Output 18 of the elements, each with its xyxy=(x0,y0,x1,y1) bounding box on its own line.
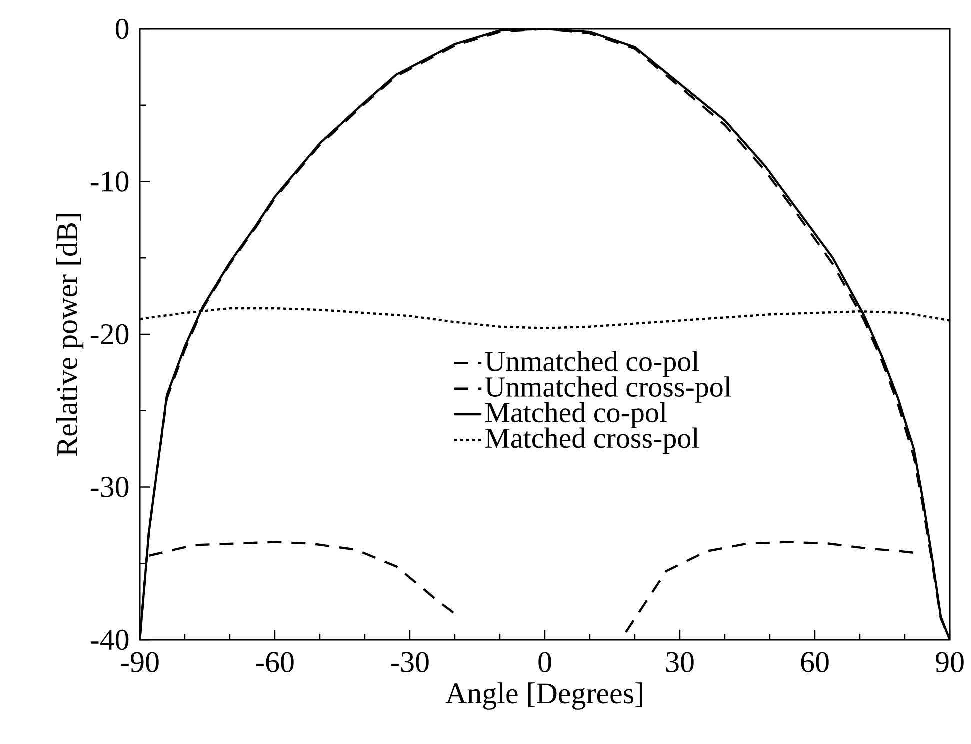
legend-label: Unmatched co-pol xyxy=(485,350,700,378)
legend-label: Matched cross-pol xyxy=(486,428,700,454)
y-tick-label: 0 xyxy=(116,18,129,40)
y-tick-label: -20 xyxy=(90,324,129,345)
x-tick-label: 90 xyxy=(936,652,964,672)
y-tick-label: -10 xyxy=(90,172,129,192)
legend-label: Unmatched cross-pol xyxy=(485,376,732,403)
legend-label: Matched co-pol xyxy=(486,402,667,428)
x-tick-label: -60 xyxy=(256,652,294,672)
x-axis-title: Angle [Degrees] xyxy=(446,682,642,710)
y-axis-title: Relative power [dB] xyxy=(56,214,84,456)
x-tick-label: 0 xyxy=(538,652,552,672)
x-tick-label: -30 xyxy=(391,652,429,672)
x-tick-label: 60 xyxy=(801,652,829,672)
x-tick-label: -90 xyxy=(121,652,159,672)
y-tick-label: -30 xyxy=(90,477,129,498)
x-tick-label: 30 xyxy=(666,652,694,672)
y-tick-label: -40 xyxy=(90,630,129,650)
